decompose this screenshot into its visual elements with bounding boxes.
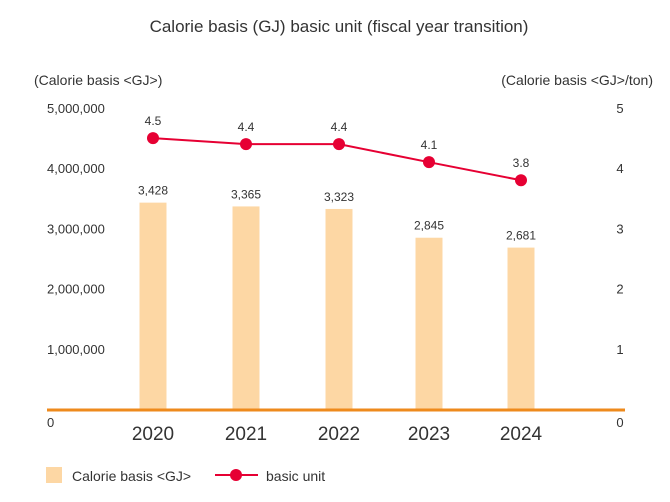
right-tick-label: 3: [616, 221, 623, 236]
x-category-label: 2024: [500, 424, 543, 445]
x-category-label: 2023: [408, 424, 450, 445]
left-tick-label: 4,000,000: [47, 161, 105, 176]
legend-label-calorie-basis: Calorie basis <GJ>: [72, 468, 191, 484]
left-axis-ticks: 0 1,000,000 2,000,000 3,000,000 4,000,000 5,0…: [47, 101, 105, 430]
basic-unit-point-2023: [423, 156, 435, 169]
right-tick-label: 2: [616, 282, 623, 297]
basic-unit-value-label: 4.4: [331, 120, 348, 134]
right-axis-ticks: 0 1 2 3 4 5: [616, 101, 623, 430]
chart-title: Calorie basis (GJ) basic unit (fiscal ye…: [150, 17, 529, 36]
left-tick-label: 2,000,000: [47, 282, 105, 297]
basic-unit-value-label: 4.5: [145, 114, 162, 128]
x-axis-categories: 2020 2021 2022 2023 2024: [132, 424, 543, 445]
basic-unit-point-2022: [333, 138, 345, 151]
x-category-label: 2020: [132, 424, 174, 445]
left-tick-label: 1,000,000: [47, 342, 105, 357]
right-tick-label: 5: [616, 101, 623, 116]
left-axis-title: (Calorie basis <GJ>): [34, 72, 162, 88]
left-tick-label: 5,000,000: [47, 101, 105, 116]
line-series: 4.5 4.4 4.4 4.1 3.8: [145, 114, 530, 187]
bar-value-label: 3,428: [138, 184, 168, 198]
bar-2024: [507, 247, 535, 409]
basic-unit-point-2021: [240, 138, 252, 151]
right-tick-label: 4: [616, 161, 623, 176]
legend-marker-basic-unit: [230, 469, 242, 481]
basic-unit-point-2020: [147, 132, 159, 145]
basic-unit-value-label: 3.8: [513, 156, 530, 170]
left-tick-label: 0: [47, 415, 54, 430]
bar-value-label: 2,845: [414, 219, 444, 233]
left-tick-label: 3,000,000: [47, 221, 105, 236]
bar-2023: [415, 237, 443, 409]
bar-2022: [325, 208, 353, 409]
bar-series: 3,428 3,365 3,323 2,845 2,681: [138, 184, 536, 409]
bar-value-label: 3,365: [231, 187, 261, 201]
right-tick-label: 1: [616, 342, 623, 357]
bar-value-label: 2,681: [506, 229, 536, 243]
bar-2020: [139, 202, 167, 409]
bar-value-label: 3,323: [324, 190, 354, 204]
legend-swatch-calorie-basis: [46, 467, 62, 483]
x-category-label: 2021: [225, 424, 267, 445]
right-tick-label: 0: [616, 415, 623, 430]
bar-2021: [232, 206, 260, 409]
right-axis-title: (Calorie basis <GJ>/ton): [501, 72, 653, 88]
legend-label-basic-unit: basic unit: [266, 468, 325, 484]
basic-unit-point-2024: [515, 174, 527, 187]
basic-unit-value-label: 4.1: [421, 138, 438, 152]
legend: Calorie basis <GJ> basic unit: [46, 467, 325, 484]
x-category-label: 2022: [318, 424, 360, 445]
basic-unit-value-label: 4.4: [238, 120, 255, 134]
